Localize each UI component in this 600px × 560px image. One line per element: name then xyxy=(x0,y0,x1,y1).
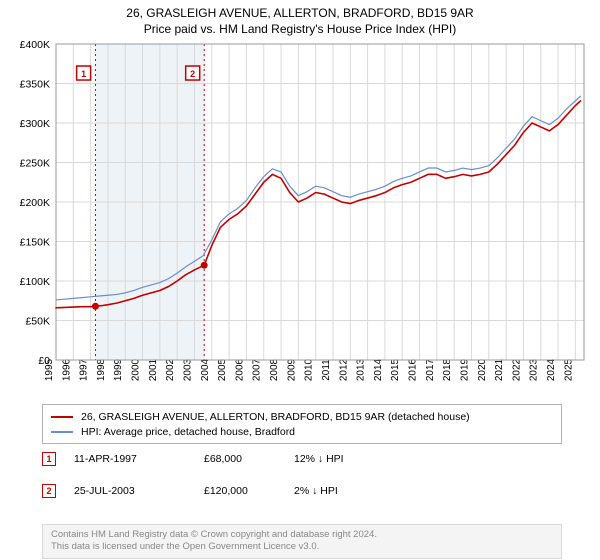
attribution-line2: This data is licensed under the Open Gov… xyxy=(51,541,553,553)
svg-text:2011: 2011 xyxy=(321,359,332,381)
svg-text:2005: 2005 xyxy=(217,358,228,381)
chart-titles: 26, GRASLEIGH AVENUE, ALLERTON, BRADFORD… xyxy=(0,0,600,40)
svg-text:2002: 2002 xyxy=(165,358,176,381)
sale-marker-2: 2 xyxy=(42,484,56,498)
svg-text:£250K: £250K xyxy=(20,158,50,170)
svg-text:1995: 1995 xyxy=(44,358,55,381)
sale-date-1: 11-APR-1997 xyxy=(74,453,204,465)
svg-text:2010: 2010 xyxy=(304,358,315,381)
sale-diff-2: 2% ↓ HPI xyxy=(294,485,374,497)
svg-text:2001: 2001 xyxy=(148,358,159,381)
svg-text:2009: 2009 xyxy=(286,358,297,381)
svg-text:£50K: £50K xyxy=(25,316,50,328)
svg-text:2016: 2016 xyxy=(408,358,419,381)
svg-text:1997: 1997 xyxy=(79,358,90,381)
svg-text:1: 1 xyxy=(81,69,86,79)
legend-swatch-hpi xyxy=(51,431,73,433)
svg-text:2015: 2015 xyxy=(390,358,401,381)
chart-title-subtitle: Price paid vs. HM Land Registry's House … xyxy=(0,22,600,36)
svg-text:2006: 2006 xyxy=(234,358,245,381)
svg-text:£350K: £350K xyxy=(20,79,50,91)
sale-date-2: 25-JUL-2003 xyxy=(74,485,204,497)
svg-text:2008: 2008 xyxy=(269,358,280,381)
svg-text:1998: 1998 xyxy=(96,358,107,381)
svg-text:£200K: £200K xyxy=(20,197,50,209)
svg-text:2024: 2024 xyxy=(546,358,557,381)
attribution-box: Contains HM Land Registry data © Crown c… xyxy=(42,524,562,559)
legend-swatch-price-paid xyxy=(51,416,73,418)
svg-text:£300K: £300K xyxy=(20,118,50,130)
legend-label-hpi: HPI: Average price, detached house, Brad… xyxy=(81,426,295,438)
svg-text:2012: 2012 xyxy=(338,358,349,381)
svg-text:2: 2 xyxy=(190,69,195,79)
attribution-line1: Contains HM Land Registry data © Crown c… xyxy=(51,529,553,541)
svg-text:2004: 2004 xyxy=(200,358,211,381)
sale-diff-1: 12% ↓ HPI xyxy=(294,453,374,465)
svg-text:2007: 2007 xyxy=(252,358,263,381)
svg-text:1999: 1999 xyxy=(113,358,124,381)
svg-text:2021: 2021 xyxy=(494,358,505,381)
sale-row-2: 2 25-JUL-2003 £120,000 2% ↓ HPI xyxy=(42,484,374,498)
svg-text:£400K: £400K xyxy=(20,39,50,51)
chart-area: £0£50K£100K£150K£200K£250K£300K£350K£400… xyxy=(0,38,600,398)
legend-item-hpi: HPI: Average price, detached house, Brad… xyxy=(51,424,553,439)
line-chart-svg: £0£50K£100K£150K£200K£250K£300K£350K£400… xyxy=(0,38,600,398)
sale-price-2: £120,000 xyxy=(204,485,294,497)
svg-text:2000: 2000 xyxy=(131,358,142,381)
legend-box: 26, GRASLEIGH AVENUE, ALLERTON, BRADFORD… xyxy=(42,404,562,444)
svg-text:2025: 2025 xyxy=(563,358,574,381)
svg-text:2023: 2023 xyxy=(529,358,540,381)
svg-text:2014: 2014 xyxy=(373,358,384,381)
chart-title-address: 26, GRASLEIGH AVENUE, ALLERTON, BRADFORD… xyxy=(0,6,600,20)
svg-text:£150K: £150K xyxy=(20,237,50,249)
svg-text:2003: 2003 xyxy=(182,358,193,381)
svg-text:2019: 2019 xyxy=(459,358,470,381)
sale-row-1: 1 11-APR-1997 £68,000 12% ↓ HPI xyxy=(42,452,374,466)
svg-text:2018: 2018 xyxy=(442,358,453,381)
svg-text:2022: 2022 xyxy=(511,358,522,381)
sale-price-1: £68,000 xyxy=(204,453,294,465)
legend-item-price-paid: 26, GRASLEIGH AVENUE, ALLERTON, BRADFORD… xyxy=(51,409,553,424)
sale-marker-1: 1 xyxy=(42,452,56,466)
legend-label-price-paid: 26, GRASLEIGH AVENUE, ALLERTON, BRADFORD… xyxy=(81,411,470,423)
svg-text:2013: 2013 xyxy=(356,358,367,381)
svg-text:2017: 2017 xyxy=(425,358,436,381)
svg-text:2020: 2020 xyxy=(477,358,488,381)
svg-text:1996: 1996 xyxy=(61,358,72,381)
svg-text:£100K: £100K xyxy=(20,276,50,288)
